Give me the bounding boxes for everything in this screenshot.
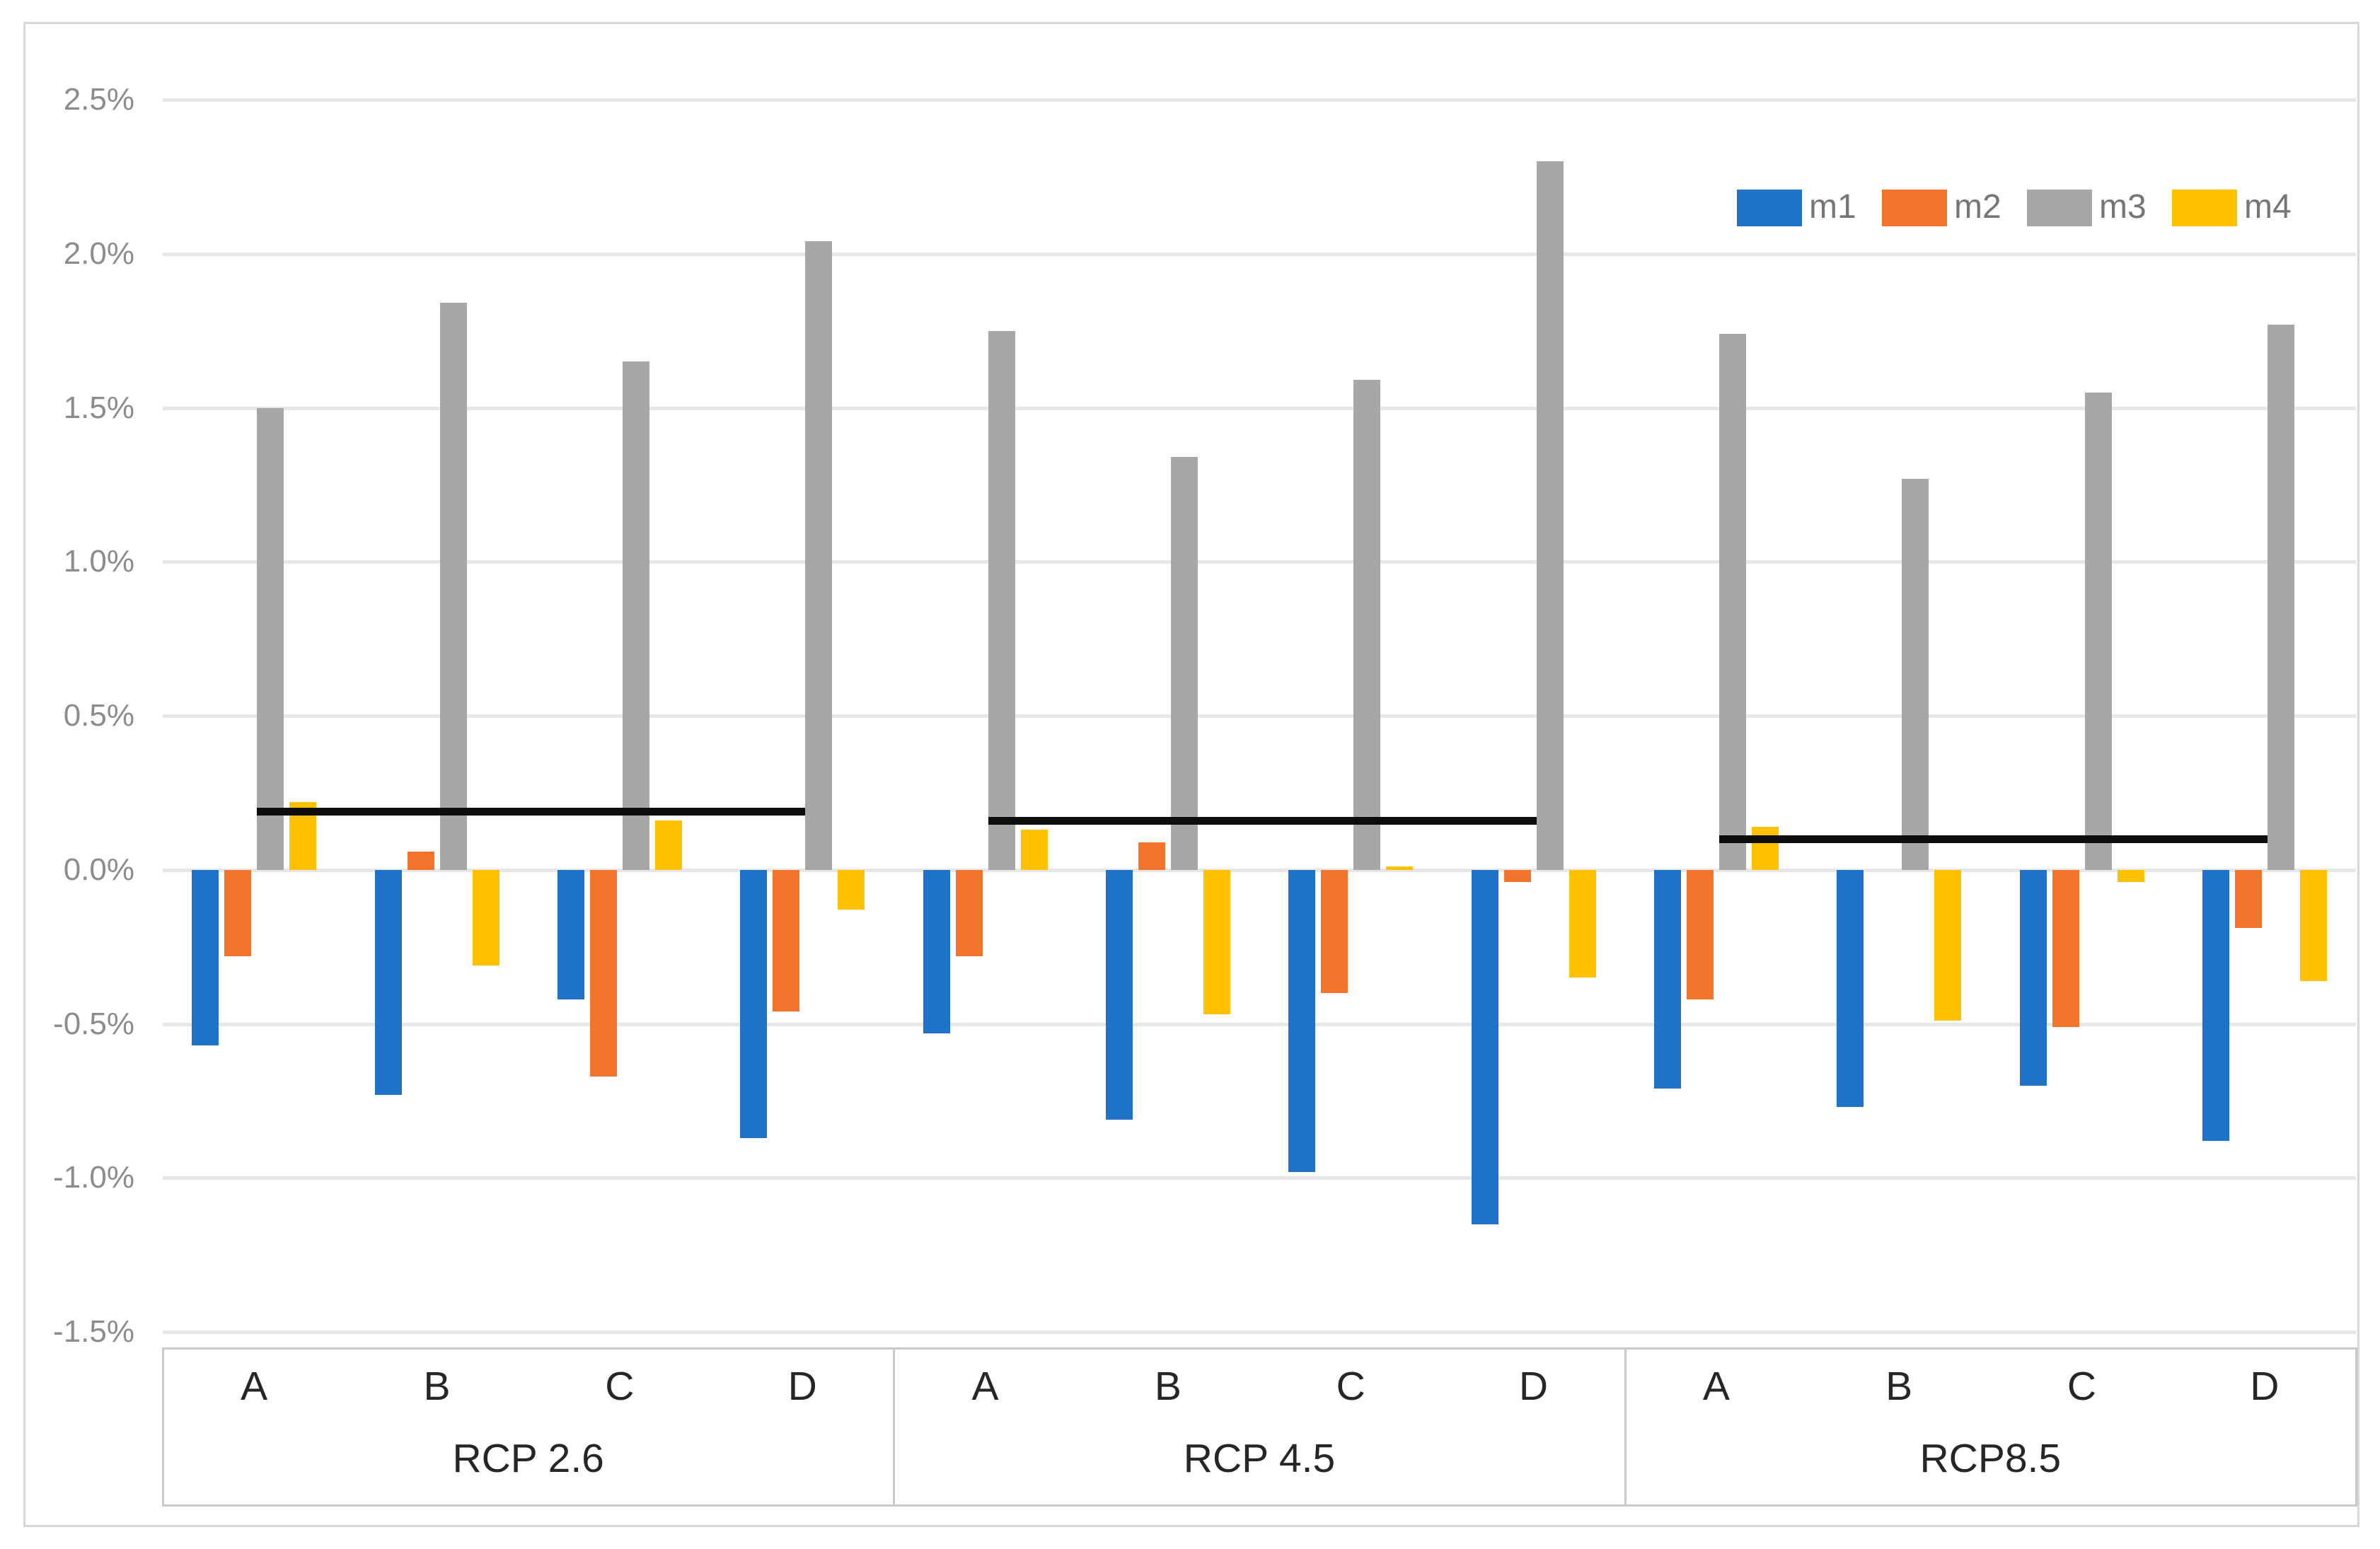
bar-m2-RCP8.5-C [2052, 869, 2079, 1027]
legend-label-m2: m2 [1954, 188, 2001, 226]
bar-m3-RCP4.5-B [1170, 457, 1198, 870]
bar-m4-RCP4.5-D [1569, 869, 1596, 978]
bar-m3-RCP8.5-A [1718, 333, 1746, 870]
axis-group-divider [2355, 1347, 2357, 1507]
y-tick-label: -1.5% [53, 1314, 134, 1349]
bar-m1-RCP8.5-B [1837, 869, 1864, 1108]
y-tick-label: 1.0% [63, 544, 134, 579]
group-label-RCP2.6: RCP 2.6 [452, 1436, 604, 1481]
category-label-RCP4.5-A: A [971, 1364, 999, 1409]
category-label-RCP2.6-D: D [787, 1364, 817, 1409]
bar-m4-RCP8.5-C [2117, 869, 2144, 883]
bar-m4-RCP4.5-A [1020, 830, 1048, 870]
y-tick-label: 0.0% [63, 852, 134, 887]
bar-m3-RCP8.5-B [1902, 478, 1929, 870]
category-label-RCP4.5-B: B [1154, 1364, 1182, 1409]
gridline [163, 1176, 2356, 1180]
group-label-RCP8.5: RCP8.5 [1919, 1436, 2062, 1481]
bar-m4-RCP8.5-B [1934, 869, 1962, 1021]
axis-top-line [163, 1347, 2356, 1350]
figure-border [23, 22, 2359, 1527]
bar-m4-RCP8.5-A [1751, 826, 1779, 870]
legend-swatch-m1 [1737, 190, 1802, 226]
bar-m1-RCP2.6-D [740, 869, 768, 1138]
y-tick-label: -0.5% [53, 1006, 134, 1041]
gridline [163, 406, 2356, 410]
bar-m4-RCP2.6-C [654, 820, 682, 870]
gridline [163, 560, 2356, 564]
reference-line-RCP2.6 [257, 808, 806, 816]
category-label-RCP2.6-A: A [241, 1364, 268, 1409]
y-tick-label: -1.0% [53, 1160, 134, 1195]
bar-m3-RCP2.6-D [805, 241, 833, 870]
y-tick-label: 0.5% [63, 698, 134, 733]
bar-m3-RCP2.6-B [439, 303, 467, 870]
axis-group-divider [1624, 1347, 1627, 1507]
legend-label-m3: m3 [2099, 188, 2147, 226]
bar-m3-RCP8.5-C [2084, 392, 2112, 870]
category-label-RCP8.5-A: A [1702, 1364, 1730, 1409]
legend-label-m1: m1 [1809, 188, 1856, 226]
bar-m1-RCP2.6-B [374, 869, 402, 1095]
legend-swatch-m4 [2172, 190, 2237, 226]
axis-group-divider [893, 1347, 896, 1507]
bar-m4-RCP2.6-B [472, 869, 499, 965]
bar-m1-RCP4.5-D [1471, 869, 1498, 1224]
gridline [163, 714, 2356, 718]
category-label-RCP8.5-C: C [2067, 1364, 2097, 1409]
group-label-RCP4.5: RCP 4.5 [1183, 1436, 1336, 1481]
bar-m1-RCP4.5-C [1288, 869, 1316, 1172]
gridline [163, 98, 2356, 102]
bar-m2-RCP4.5-A [955, 869, 983, 956]
bar-m1-RCP4.5-B [1105, 869, 1133, 1120]
gridline [163, 252, 2356, 256]
category-label-RCP2.6-C: C [605, 1364, 635, 1409]
bar-m1-RCP8.5-A [1653, 869, 1681, 1089]
axis-group-divider [162, 1347, 164, 1507]
legend-swatch-m3 [2027, 190, 2092, 226]
bar-m2-RCP2.6-C [589, 869, 617, 1077]
bar-m2-RCP8.5-D [2234, 869, 2262, 929]
bar-m2-RCP4.5-D [1503, 869, 1531, 883]
category-label-RCP4.5-C: C [1336, 1364, 1365, 1409]
legend-swatch-m2 [1882, 190, 1947, 226]
bar-m3-RCP4.5-C [1353, 380, 1381, 870]
bar-m4-RCP4.5-C [1386, 866, 1414, 870]
gridline [163, 1330, 2356, 1334]
legend-label-m4: m4 [2244, 188, 2292, 226]
gridline [163, 1022, 2356, 1026]
bar-m1-RCP8.5-D [2202, 869, 2229, 1141]
bar-m1-RCP8.5-C [2019, 869, 2047, 1086]
bar-m1-RCP4.5-A [923, 869, 950, 1033]
reference-line-RCP8.5 [1718, 835, 2268, 844]
bar-m2-RCP4.5-B [1138, 842, 1165, 870]
bar-m2-RCP8.5-A [1686, 869, 1714, 999]
reference-line-RCP4.5 [988, 817, 1537, 825]
bar-m3-RCP8.5-D [2267, 324, 2294, 870]
gridline [163, 868, 2356, 872]
category-label-RCP8.5-D: D [2250, 1364, 2280, 1409]
bar-m1-RCP2.6-A [192, 869, 219, 1045]
category-label-RCP8.5-B: B [1885, 1364, 1913, 1409]
axis-bottom-line [163, 1504, 2356, 1507]
bar-m3-RCP2.6-A [257, 407, 284, 870]
y-tick-label: 1.5% [63, 390, 134, 425]
bar-m4-RCP8.5-D [2299, 869, 2327, 981]
bar-m4-RCP4.5-B [1203, 869, 1230, 1015]
y-tick-label: 2.5% [63, 82, 134, 117]
bar-m3-RCP4.5-A [988, 330, 1015, 870]
y-tick-label: 2.0% [63, 236, 134, 271]
category-label-RCP2.6-B: B [423, 1364, 451, 1409]
bar-m1-RCP2.6-C [557, 869, 584, 999]
bar-m2-RCP2.6-A [224, 869, 252, 956]
bar-m2-RCP4.5-C [1321, 869, 1348, 993]
bar-m3-RCP2.6-C [622, 361, 649, 870]
bar-m2-RCP2.6-B [407, 851, 434, 870]
bar-m3-RCP4.5-D [1536, 161, 1564, 870]
bar-m2-RCP2.6-D [773, 869, 800, 1012]
bar-m4-RCP2.6-D [838, 869, 865, 910]
category-label-RCP4.5-D: D [1518, 1364, 1549, 1409]
